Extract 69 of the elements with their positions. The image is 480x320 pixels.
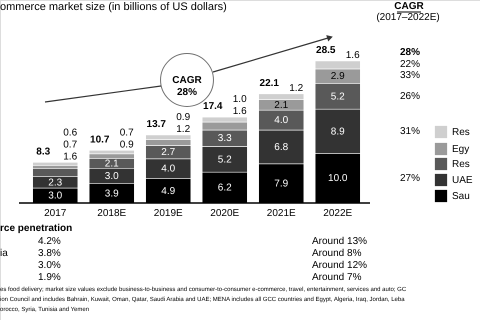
data-label: 3.9 [104, 188, 120, 200]
data-label: 4.9 [161, 186, 176, 197]
data-label: 5.2 [218, 154, 232, 166]
text: 3.0% [38, 260, 61, 271]
text: rce penetration [0, 223, 72, 234]
data-label: 4.0 [274, 115, 289, 126]
text: 28% [400, 47, 420, 58]
text: 4.2% [38, 236, 61, 247]
data-label: 0.9 [120, 139, 134, 150]
data-label: 2.1 [274, 100, 289, 111]
data-label: 1.6 [63, 151, 78, 162]
data-label: 1.2 [289, 82, 304, 94]
text: 31% [400, 126, 420, 137]
text: 1.9% [38, 272, 61, 283]
text: CAGR [394, 1, 424, 12]
text: 22% [400, 59, 420, 70]
data-label: 1.6 [232, 106, 248, 118]
text: 33% [400, 70, 420, 81]
data-label: 10.0 [328, 173, 348, 184]
chart-title: ommerce market size (in billions of US dollars) [0, 1, 227, 13]
legend-label: Sau [452, 191, 470, 202]
legend-label: Egy [452, 144, 470, 155]
x-tick-label: 2020E [210, 208, 240, 219]
text: Around 13% [312, 236, 368, 247]
legend-label: Res [452, 159, 470, 170]
data-label: 4.0 [161, 164, 176, 175]
data-label: 3.0 [48, 190, 63, 202]
data-label: 0.9 [176, 112, 191, 123]
total-label: 22.1 [260, 78, 280, 89]
data-label: 2.9 [330, 71, 346, 82]
text: (2017–2022E) [376, 12, 440, 23]
text: ia [0, 248, 8, 259]
text: Around 8% [312, 248, 362, 259]
data-label: 3.0 [104, 171, 120, 182]
legend-label: Res [452, 127, 470, 138]
bar [88, 150, 135, 154]
total-label: 13.7 [146, 118, 166, 130]
total-label: 8.3 [36, 146, 51, 158]
total-label: 17.4 [203, 101, 223, 112]
x-tick-label: 2017 [44, 208, 67, 219]
text: Around 12% [312, 260, 368, 271]
data-label: 6.2 [218, 182, 232, 194]
text: 3.8% [38, 248, 61, 259]
legend-label: UAE [452, 175, 473, 186]
total-label: 28.5 [316, 45, 336, 56]
data-label: 1.0 [232, 94, 248, 106]
data-label: 0.7 [63, 139, 78, 150]
data-label: 2.1 [104, 158, 120, 170]
data-label: 1.6 [346, 50, 360, 61]
x-tick-label: 2019E [154, 208, 184, 219]
data-label: 1.2 [176, 124, 191, 135]
data-label: 2.3 [48, 177, 63, 188]
data-label: 3.3 [218, 133, 232, 144]
x-tick-label: 2021E [266, 208, 296, 219]
data-label: 0.6 [63, 127, 78, 138]
data-label: 8.9 [330, 126, 346, 138]
x-tick-label: 2018E [97, 208, 127, 219]
data-label: 2.7 [161, 147, 176, 158]
data-label: 6.8 [274, 142, 289, 153]
text: 26% [400, 91, 420, 102]
text: 27% [400, 173, 420, 184]
total-label: 10.7 [90, 134, 110, 146]
annotation: CAGR 28% [172, 75, 202, 98]
data-label: 5.2 [330, 91, 346, 102]
bar [32, 162, 78, 166]
text: Around 7% [312, 272, 362, 283]
data-label: 0.7 [120, 127, 134, 138]
x-tick-label: 2022E [323, 208, 353, 219]
data-label: 7.9 [274, 178, 289, 190]
